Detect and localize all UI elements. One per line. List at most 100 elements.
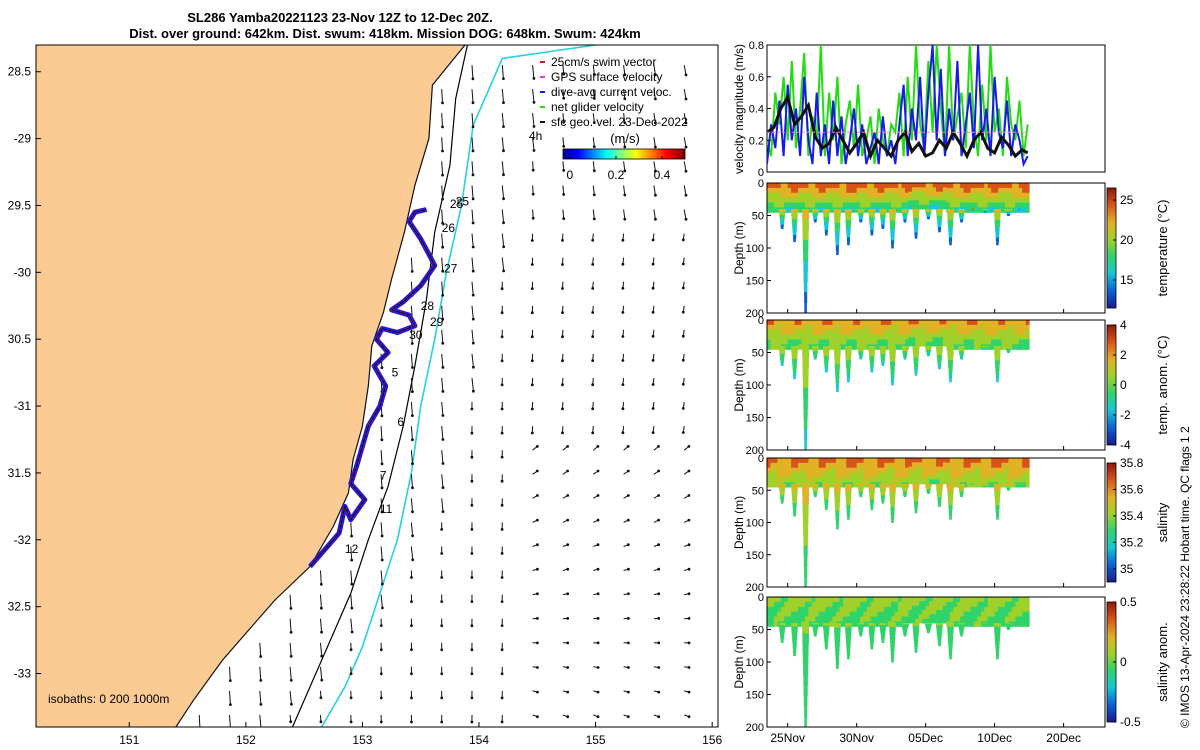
heatmap-cell	[829, 482, 833, 488]
heatmap-cell	[824, 229, 828, 233]
heatmap-cell	[773, 601, 778, 608]
heatmap-cell	[959, 351, 964, 353]
heatmap-cell	[834, 364, 840, 370]
vector-arrow	[683, 89, 687, 100]
heatmap-colorbar-tick-label: 35.4	[1120, 509, 1144, 523]
heatmap-cell	[835, 519, 839, 525]
vector-arrow-head	[470, 624, 474, 628]
heatmap-cell	[879, 623, 887, 626]
heatmap-cell	[858, 212, 864, 215]
heatmap-cell	[803, 398, 808, 409]
heatmap-cell	[787, 621, 792, 627]
heatmap-cell	[804, 566, 808, 578]
heatmap-cell	[915, 605, 920, 611]
heatmap-cell	[815, 334, 820, 340]
heatmap-cell	[767, 621, 771, 627]
heatmap-cell	[987, 329, 992, 336]
heatmap-cell	[879, 483, 887, 487]
vector-arrow-head	[536, 592, 539, 596]
vector-arrow-head	[259, 679, 263, 682]
vector-arrow-head	[441, 462, 445, 465]
heatmap-cell	[767, 597, 771, 603]
vector-arrow-head	[684, 97, 688, 101]
map-y-tick-label: -32	[14, 533, 32, 547]
vector-arrow-head	[500, 287, 504, 291]
heatmap-cell	[777, 477, 782, 483]
heatmap-cell	[773, 458, 778, 464]
heatmap-cell	[959, 490, 964, 493]
heatmap-cell	[832, 334, 837, 340]
vector-arrow-head	[410, 576, 413, 579]
heatmap-cell	[832, 458, 837, 464]
heatmap-cell	[946, 183, 951, 189]
heatmap-cell	[835, 645, 840, 651]
heatmap-cell	[918, 475, 923, 480]
vector-arrow	[410, 353, 413, 368]
heatmap-cell	[803, 664, 809, 676]
heatmap-cell	[1018, 462, 1023, 469]
heatmap-cell	[894, 621, 899, 627]
heatmap-cell	[996, 241, 999, 246]
heatmap-cell	[867, 183, 871, 189]
heatmap-cell	[963, 462, 968, 469]
heatmap-cell	[834, 627, 841, 633]
vector-arrow	[410, 426, 413, 440]
heatmap-cell	[804, 611, 809, 617]
heatmap-cell	[994, 197, 999, 203]
heatmap-cell	[859, 220, 863, 223]
heatmap-cell	[812, 351, 818, 353]
heatmap-cell	[836, 192, 840, 199]
heatmap-cell	[984, 477, 989, 483]
vector-arrow-head	[411, 462, 414, 466]
heatmap-cell	[808, 320, 813, 326]
vector-arrow-head	[289, 607, 293, 610]
heatmap-cell	[956, 339, 961, 345]
heatmap-cell	[839, 611, 844, 617]
vector-arrow-head	[681, 310, 685, 314]
heatmap-cell	[811, 601, 816, 608]
heatmap-cell	[925, 487, 931, 490]
heatmap-cell	[857, 624, 865, 627]
heatmap-cell	[1018, 197, 1023, 203]
vector-arrow-head	[289, 720, 293, 724]
heatmap-cell	[959, 491, 964, 494]
heatmap-cell	[812, 212, 818, 215]
vector-arrow-head	[536, 715, 539, 719]
heatmap-cell	[958, 212, 965, 215]
heatmap-cell	[1011, 187, 1016, 194]
heatmap-cell	[998, 462, 1002, 469]
vector-arrow-head	[349, 648, 353, 652]
heatmap-cell	[925, 485, 932, 488]
heatmap-cell	[958, 209, 965, 211]
heatmap-cell	[912, 625, 920, 630]
heatmap-cell	[846, 334, 851, 340]
heatmap-cell	[889, 346, 896, 351]
heatmap-cell	[1005, 462, 1009, 469]
heatmap-cell	[1022, 597, 1027, 603]
heatmap-cell	[991, 472, 996, 478]
heatmap-cell	[956, 601, 961, 608]
heatmap-cell	[829, 344, 833, 350]
heatmap-cell	[942, 475, 947, 480]
heatmap-cell	[780, 501, 784, 504]
heatmap-cell	[960, 458, 964, 464]
map-x-tick-label: 155	[586, 733, 606, 747]
heatmap-cell	[808, 324, 813, 331]
heatmap-cell	[959, 218, 964, 220]
heatmap-cell	[880, 458, 885, 464]
heatmap-cell	[787, 187, 792, 194]
vector-arrow	[501, 113, 504, 127]
heatmap-cell	[813, 632, 818, 634]
heatmap-cell	[1015, 462, 1020, 469]
vector-arrow-head	[471, 77, 475, 81]
heatmap-cell	[929, 470, 933, 476]
heatmap-cell	[823, 351, 830, 355]
heatmap-cell	[884, 202, 889, 208]
vector-arrow-head	[536, 617, 539, 620]
heatmap-cell	[996, 655, 999, 660]
heatmap-cell	[991, 458, 996, 464]
legend-label: dive-avg current veloc.	[551, 85, 672, 99]
vector-arrow-head	[410, 672, 413, 676]
heatmap-cell	[894, 601, 899, 608]
heatmap-cell	[960, 320, 964, 326]
